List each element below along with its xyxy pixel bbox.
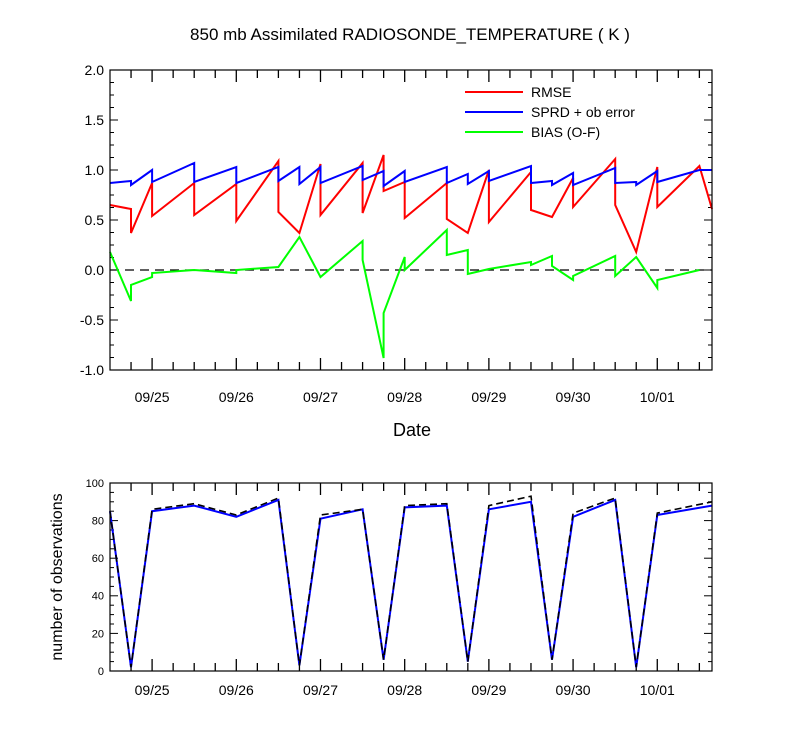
x-tick-label: 09/25 xyxy=(135,682,170,698)
legend-label: SPRD + ob error xyxy=(531,104,635,120)
x-tick-label: 10/01 xyxy=(640,682,675,698)
bottom-plot-frame xyxy=(109,482,713,672)
y-tick-label: -1.0 xyxy=(80,362,104,378)
x-tick-label: 10/01 xyxy=(640,389,675,405)
legend: RMSE SPRD + ob error BIAS (O-F) xyxy=(465,84,635,140)
x-tick-label: 09/30 xyxy=(556,389,591,405)
series-line-sprd-ob-error xyxy=(109,161,712,188)
series-line-rmse xyxy=(109,154,713,256)
x-axis-label: Date xyxy=(393,420,431,440)
y-tick-label: 0.0 xyxy=(85,262,105,278)
x-tick-label: 09/28 xyxy=(387,682,422,698)
bottom-series-group xyxy=(109,495,713,668)
y-tick-label: 0.5 xyxy=(85,212,105,228)
legend-label: BIAS (O-F) xyxy=(531,124,600,140)
top-plot-frame xyxy=(109,69,713,371)
x-tick-label: 09/25 xyxy=(135,389,170,405)
y-tick-label: 2.0 xyxy=(85,62,105,78)
series-line-assimilated xyxy=(109,498,713,668)
y-tick-label: 20 xyxy=(92,628,104,640)
y-tick-label: 100 xyxy=(86,478,104,490)
top-y-axis: -1.0 -0.5 0.0 0.5 1.0 1.5 2.0 xyxy=(80,62,712,378)
y-tick-label: 60 xyxy=(92,553,104,565)
y-axis-label-observations: number of observations xyxy=(49,493,66,660)
top-panel: 850 mb Assimilated RADIOSONDE_TEMPERATUR… xyxy=(80,25,713,440)
y-tick-label: 1.5 xyxy=(85,112,105,128)
x-tick-label: 09/27 xyxy=(303,682,338,698)
top-x-axis: 09/25 09/26 09/27 09/28 09/29 09/30 10/01 xyxy=(130,70,701,405)
x-tick-label: 09/30 xyxy=(556,682,591,698)
series-line-bias-o-f xyxy=(109,227,700,359)
x-tick-label: 09/26 xyxy=(219,682,254,698)
bottom-x-axis: 09/25 09/26 09/27 09/28 09/29 09/30 10/01 xyxy=(130,483,701,698)
y-tick-label: 40 xyxy=(92,591,104,603)
top-series-group xyxy=(109,154,713,359)
legend-label: RMSE xyxy=(531,84,571,100)
x-tick-label: 09/29 xyxy=(471,389,506,405)
x-tick-label: 09/27 xyxy=(303,389,338,405)
x-tick-label: 09/26 xyxy=(219,389,254,405)
chart-title: 850 mb Assimilated RADIOSONDE_TEMPERATUR… xyxy=(190,25,630,44)
x-tick-label: 09/29 xyxy=(471,682,506,698)
x-tick-label: 09/28 xyxy=(387,389,422,405)
y-tick-label: 0 xyxy=(98,666,104,678)
series-line-possible xyxy=(109,495,713,668)
y-tick-label: 1.0 xyxy=(85,162,105,178)
y-tick-label: 80 xyxy=(92,515,104,527)
y-tick-label: -0.5 xyxy=(80,312,104,328)
